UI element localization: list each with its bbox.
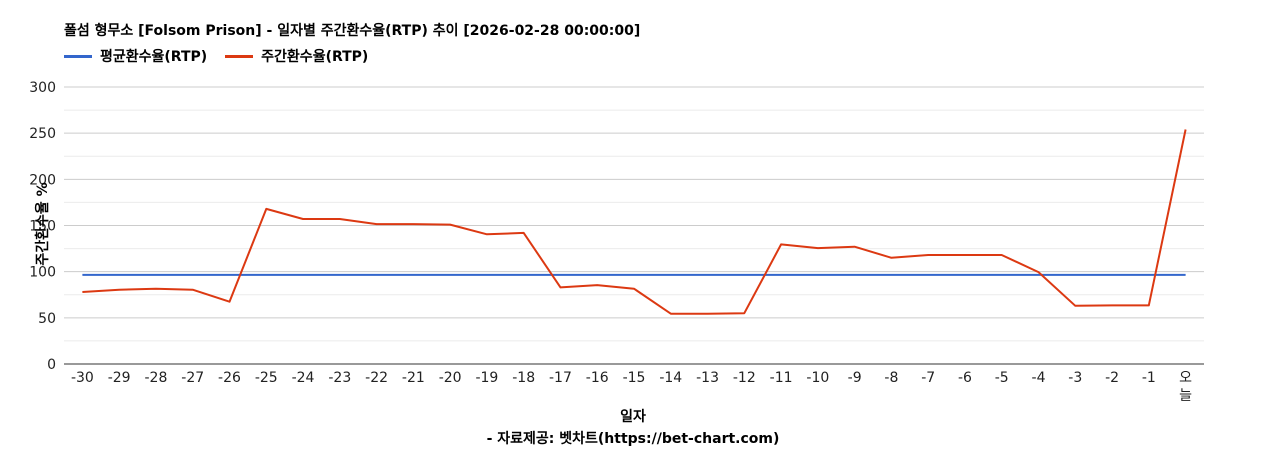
- legend-swatch-average: [64, 54, 92, 58]
- x-tick-label: -25: [255, 370, 278, 386]
- legend-label-average: 평균환수율(RTP): [100, 49, 208, 65]
- legend-item-weekly-rtp[interactable]: 주간환수율(RTP): [225, 46, 368, 66]
- x-tick-label: -17: [549, 370, 572, 386]
- chart-title: 폴섬 형무소 [Folsom Prison] - 일자별 주간환수율(RTP) …: [64, 23, 641, 39]
- legend-item-average-rtp[interactable]: 평균환수율(RTP): [64, 46, 207, 66]
- y-tick-label: 50: [38, 311, 56, 327]
- y-tick-label: 200: [29, 172, 56, 188]
- y-tick-label: 150: [29, 219, 56, 235]
- x-tick-label: -27: [181, 370, 204, 386]
- x-tick-label: -30: [71, 370, 94, 386]
- x-tick-label: -1: [1142, 370, 1156, 386]
- series-line-weekly-rtp: [82, 129, 1187, 315]
- x-tick-label: -29: [108, 370, 131, 386]
- source-credit: - 자료제공: 벳차트(https://bet-chart.com): [486, 431, 780, 447]
- x-tick-label: -4: [1032, 370, 1046, 386]
- x-tick-label: -8: [884, 370, 898, 386]
- gridlines: [64, 86, 1204, 365]
- x-tick-label: -28: [144, 370, 167, 386]
- x-tick-label: -10: [806, 370, 829, 386]
- x-tick-label: 오: [1179, 370, 1192, 386]
- x-tick-label: 늘: [1179, 388, 1192, 404]
- x-tick-label: -24: [292, 370, 315, 386]
- x-tick-label: -22: [365, 370, 388, 386]
- x-tick-label: -20: [439, 370, 462, 386]
- x-tick-label: -16: [586, 370, 609, 386]
- y-tick-label: 0: [47, 357, 56, 373]
- legend: 평균환수율(RTP) 주간환수율(RTP): [64, 46, 386, 66]
- y-tick-label: 300: [29, 80, 56, 96]
- x-tick-label: -11: [770, 370, 793, 386]
- x-tick-label: -23: [328, 370, 351, 386]
- x-tick-label: -14: [659, 370, 682, 386]
- x-tick-label: -3: [1068, 370, 1082, 386]
- x-axis-label: 일자: [620, 409, 646, 425]
- x-tick-label: -13: [696, 370, 719, 386]
- x-tick-label: -6: [958, 370, 972, 386]
- x-tick-label: -15: [623, 370, 646, 386]
- x-tick-label: -2: [1105, 370, 1119, 386]
- series-lines: [82, 129, 1187, 315]
- y-axis-label: 주간환수율 %: [35, 182, 51, 266]
- x-tick-label: -18: [512, 370, 535, 386]
- x-tick-label: -12: [733, 370, 756, 386]
- x-tick-label: -26: [218, 370, 241, 386]
- y-tick-label: 100: [29, 265, 56, 281]
- x-tick-labels: -30 -29 -28 -27 -26 -25 -24 -23 -22 -21 -20 -19 -18-…: [71, 370, 1192, 404]
- x-tick-label: -21: [402, 370, 425, 386]
- y-tick-label: 250: [29, 126, 56, 142]
- x-tick-label: -5: [995, 370, 1009, 386]
- legend-label-weekly: 주간환수율(RTP): [261, 49, 369, 65]
- y-tick-labels: 0 50 100 150 200 250 300: [29, 80, 56, 373]
- x-tick-label: -19: [475, 370, 498, 386]
- x-tick-label: -9: [848, 370, 862, 386]
- legend-swatch-weekly: [225, 54, 254, 58]
- x-tick-label: -7: [921, 370, 935, 386]
